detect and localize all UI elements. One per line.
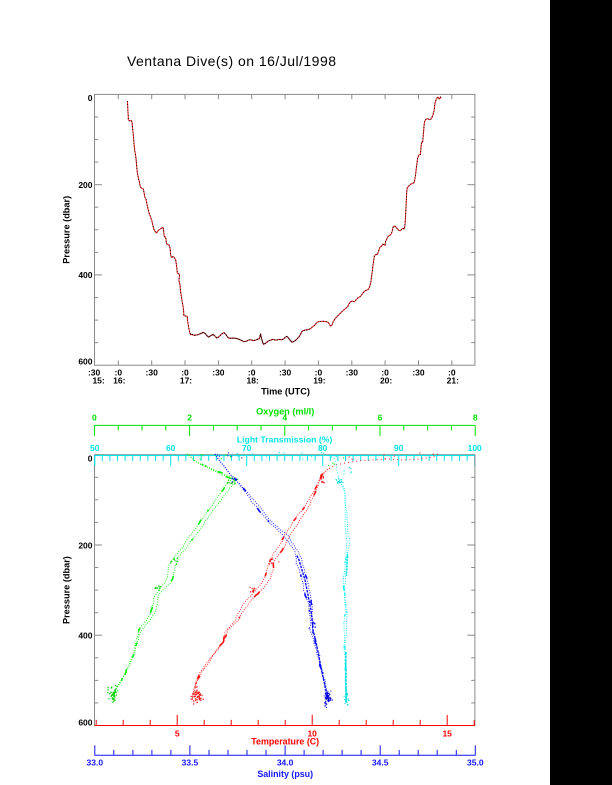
svg-text:33.5: 33.5 bbox=[182, 758, 199, 768]
svg-text:15: 15 bbox=[442, 728, 452, 738]
svg-text:50: 50 bbox=[90, 443, 100, 453]
svg-text:34.0: 34.0 bbox=[277, 758, 294, 768]
svg-text:8: 8 bbox=[473, 412, 478, 422]
svg-text:5: 5 bbox=[175, 728, 180, 738]
svg-text:2: 2 bbox=[187, 412, 192, 422]
svg-text:21:: 21: bbox=[447, 375, 459, 385]
svg-text::30: :30 bbox=[279, 368, 292, 378]
svg-text:200: 200 bbox=[78, 540, 92, 550]
svg-text:60: 60 bbox=[166, 443, 176, 453]
svg-text:Time (UTC): Time (UTC) bbox=[261, 387, 310, 397]
svg-text:70: 70 bbox=[242, 443, 252, 453]
svg-text:80: 80 bbox=[318, 443, 328, 453]
svg-text:20:: 20: bbox=[380, 375, 392, 385]
svg-text::0: :0 bbox=[181, 368, 189, 378]
svg-text::0: :0 bbox=[448, 368, 456, 378]
svg-text:34.5: 34.5 bbox=[372, 758, 389, 768]
svg-text::30: :30 bbox=[212, 368, 225, 378]
svg-text:200: 200 bbox=[78, 180, 92, 190]
svg-text:0: 0 bbox=[88, 93, 93, 103]
svg-text:4: 4 bbox=[282, 412, 287, 422]
svg-text:16:: 16: bbox=[113, 375, 125, 385]
svg-text:Light Transmission (%): Light Transmission (%) bbox=[237, 435, 333, 445]
svg-text:100: 100 bbox=[468, 443, 482, 453]
svg-text:Oxygen (ml/l): Oxygen (ml/l) bbox=[256, 406, 314, 416]
svg-text::30: :30 bbox=[146, 368, 159, 378]
svg-text:Salinity (psu): Salinity (psu) bbox=[257, 769, 313, 779]
svg-text:17:: 17: bbox=[180, 375, 192, 385]
svg-text:Pressure (dbar): Pressure (dbar) bbox=[62, 196, 72, 264]
svg-text:35.0: 35.0 bbox=[467, 758, 484, 768]
svg-text:600: 600 bbox=[78, 357, 92, 367]
svg-text::30: :30 bbox=[412, 368, 425, 378]
svg-text::0: :0 bbox=[115, 368, 123, 378]
svg-text:6: 6 bbox=[378, 412, 383, 422]
svg-text:Pressure (dbar): Pressure (dbar) bbox=[62, 556, 72, 624]
svg-text:600: 600 bbox=[78, 717, 92, 727]
svg-text::0: :0 bbox=[248, 368, 256, 378]
svg-text:400: 400 bbox=[78, 270, 92, 280]
svg-text::0: :0 bbox=[315, 368, 323, 378]
svg-text::30: :30 bbox=[346, 368, 359, 378]
svg-text:400: 400 bbox=[78, 631, 92, 641]
svg-text:0: 0 bbox=[92, 412, 97, 422]
svg-text:90: 90 bbox=[394, 443, 404, 453]
svg-text:18:: 18: bbox=[247, 375, 259, 385]
svg-text:Ventana Dive(s) on 16/Jul/1998: Ventana Dive(s) on 16/Jul/1998 bbox=[127, 53, 336, 69]
svg-text::30: :30 bbox=[88, 368, 101, 378]
svg-text:33.0: 33.0 bbox=[87, 758, 104, 768]
svg-text:19:: 19: bbox=[313, 375, 325, 385]
svg-text:Temperature (C): Temperature (C) bbox=[251, 736, 319, 746]
svg-text::0: :0 bbox=[381, 368, 389, 378]
svg-text:0: 0 bbox=[88, 453, 93, 463]
svg-text:10: 10 bbox=[307, 728, 317, 738]
svg-text:15:: 15: bbox=[92, 375, 104, 385]
